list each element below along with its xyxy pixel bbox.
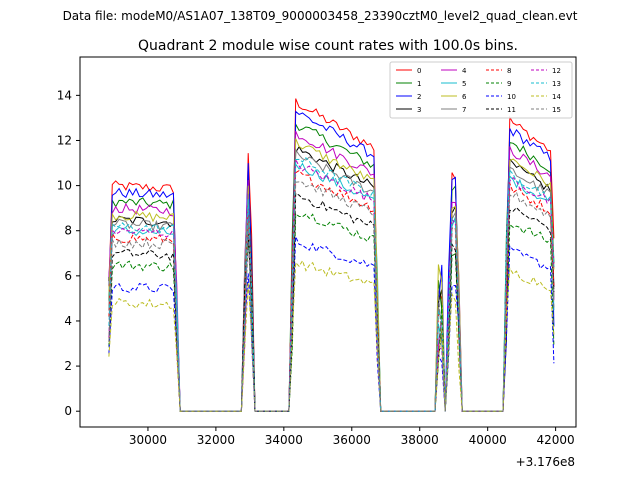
legend-label: 9 — [507, 80, 511, 88]
y-tick-label: 6 — [64, 269, 72, 283]
legend-label: 10 — [507, 93, 516, 101]
legend-label: 0 — [417, 67, 421, 75]
x-tick-label: 34000 — [265, 433, 303, 447]
y-tick-label: 0 — [64, 404, 72, 418]
series-line-13 — [108, 157, 555, 412]
y-tick-label: 12 — [57, 133, 72, 147]
legend-label: 5 — [462, 80, 466, 88]
x-tick-label: 38000 — [401, 433, 439, 447]
y-tick-label: 4 — [64, 314, 72, 328]
x-tick-label: 42000 — [537, 433, 575, 447]
x-axis: 30000 32000 34000 36000 38000 40000 42000 — [129, 427, 575, 447]
legend-label: 6 — [462, 93, 467, 101]
legend-label: 15 — [552, 106, 561, 114]
y-tick-label: 2 — [64, 359, 72, 373]
y-tick-label: 14 — [57, 88, 72, 102]
legend-label: 1 — [417, 80, 421, 88]
x-tick-label: 36000 — [333, 433, 371, 447]
legend-label: 12 — [552, 67, 561, 75]
plot-frame — [79, 56, 577, 428]
suptitle: Data file: modeM0/AS1A07_138T09_90000034… — [63, 9, 578, 23]
legend-frame — [389, 61, 573, 119]
legend-label: 3 — [417, 106, 421, 114]
y-tick-label: 10 — [57, 179, 72, 193]
legend-label: 14 — [552, 93, 561, 101]
series-line-15 — [108, 181, 555, 412]
series-lines — [108, 98, 555, 412]
legend-label: 11 — [507, 106, 516, 114]
legend-label: 7 — [462, 106, 466, 114]
legend-label: 13 — [552, 80, 561, 88]
x-tick-label: 40000 — [469, 433, 507, 447]
x-tick-label: 32000 — [197, 433, 235, 447]
x-offset-label: +3.176e8 — [516, 455, 575, 469]
y-axis: 0 2 4 6 8 10 12 14 — [57, 88, 80, 418]
chart-title: Quadrant 2 module wise count rates with … — [138, 38, 518, 54]
x-tick-label: 30000 — [129, 433, 167, 447]
y-tick-label: 8 — [64, 224, 72, 238]
legend-label: 8 — [507, 67, 511, 75]
legend-label: 4 — [462, 67, 467, 75]
legend-label: 2 — [417, 93, 421, 101]
